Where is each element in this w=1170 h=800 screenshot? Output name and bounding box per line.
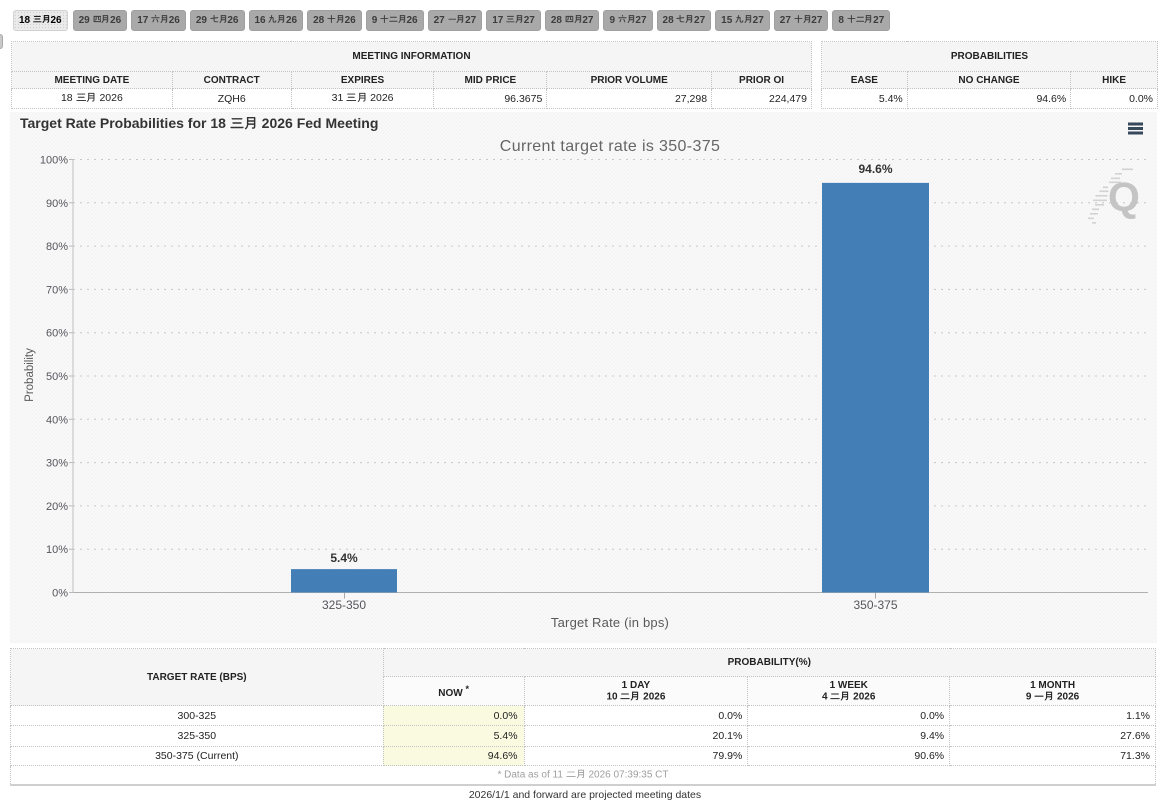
svg-text:20%: 20% — [46, 501, 68, 513]
svg-text:350-375: 350-375 — [853, 598, 897, 612]
svg-text:0%: 0% — [52, 588, 68, 600]
svg-text:80%: 80% — [46, 241, 68, 253]
svg-text:90%: 90% — [46, 198, 68, 210]
svg-text:10%: 10% — [46, 544, 68, 556]
svg-text:30%: 30% — [46, 458, 68, 470]
svg-text:Target Rate (in bps): Target Rate (in bps) — [551, 615, 669, 630]
svg-text:94.6%: 94.6% — [858, 162, 892, 176]
svg-text:5.4%: 5.4% — [330, 551, 358, 565]
svg-text:50%: 50% — [46, 371, 68, 383]
svg-text:Q: Q — [1108, 174, 1140, 220]
svg-text:Probability: Probability — [24, 348, 36, 402]
svg-text:70%: 70% — [46, 284, 68, 296]
svg-text:325-350: 325-350 — [322, 598, 366, 612]
svg-text:40%: 40% — [46, 414, 68, 426]
svg-text:100%: 100% — [40, 155, 68, 167]
svg-text:Current target rate is 350-375: Current target rate is 350-375 — [500, 138, 720, 155]
svg-text:60%: 60% — [46, 328, 68, 340]
